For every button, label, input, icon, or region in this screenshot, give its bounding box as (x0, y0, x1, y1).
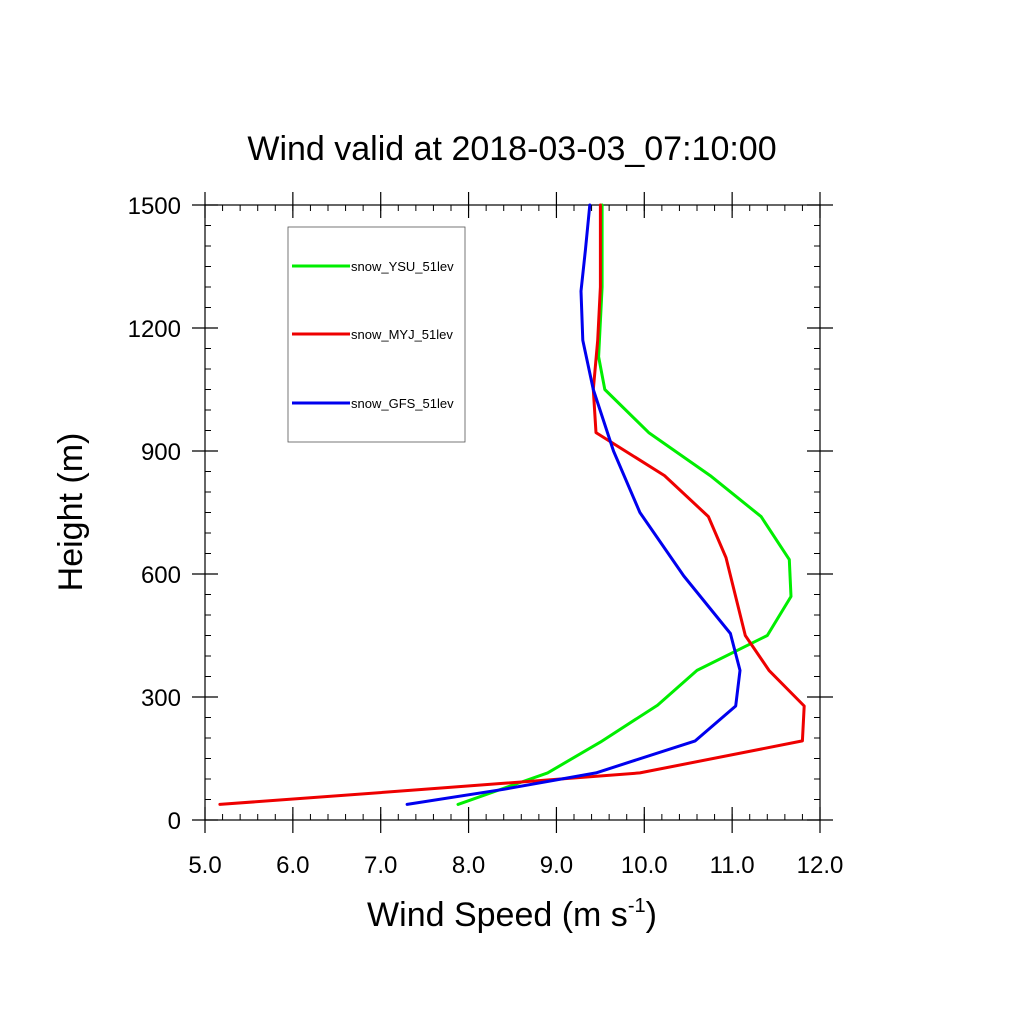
major-ticks (192, 192, 833, 833)
x-tick-label: 8.0 (452, 852, 485, 879)
series-line-2 (218, 203, 806, 806)
x-tick-labels: 5.0 6.0 7.0 8.0 9.0 10.0 11.0 12.0 (188, 852, 843, 879)
x-tick-label: 5.0 (188, 852, 221, 879)
y-tick-label: 0 (168, 808, 181, 835)
y-tick-label: 1200 (128, 316, 181, 343)
legend-label-2: snow_MYJ_51lev (351, 327, 453, 342)
x-tick-label: 9.0 (540, 852, 573, 879)
x-tick-label: 6.0 (276, 852, 309, 879)
series-lines (218, 203, 806, 806)
y-axis-label: Height (m) (52, 433, 90, 592)
x-tick-label: 10.0 (621, 852, 668, 879)
x-tick-label: 11.0 (710, 852, 755, 879)
svg-text:Wind Speed (m s-1): Wind Speed (m s-1) (367, 895, 657, 934)
series-line-3 (405, 203, 742, 806)
legend: snow_YSU_51lev snow_MYJ_51lev snow_GFS_51l… (287, 226, 466, 443)
legend-label-3: snow_GFS_51lev (351, 396, 454, 411)
y-tick-label: 300 (141, 685, 181, 712)
series-line-1 (456, 203, 793, 806)
y-tick-label: 1500 (128, 193, 181, 220)
chart-title: Wind valid at 2018-03-03_07:10:00 (247, 130, 776, 168)
y-tick-label: 600 (141, 562, 181, 589)
x-tick-label: 12.0 (797, 852, 844, 879)
x-tick-label: 7.0 (364, 852, 397, 879)
x-axis-label: Wind Speed (m s-1) (367, 895, 657, 934)
y-tick-labels: 0 300 600 900 1200 1500 (128, 193, 181, 835)
legend-label-1: snow_YSU_51lev (351, 259, 454, 274)
y-tick-label: 900 (141, 439, 181, 466)
